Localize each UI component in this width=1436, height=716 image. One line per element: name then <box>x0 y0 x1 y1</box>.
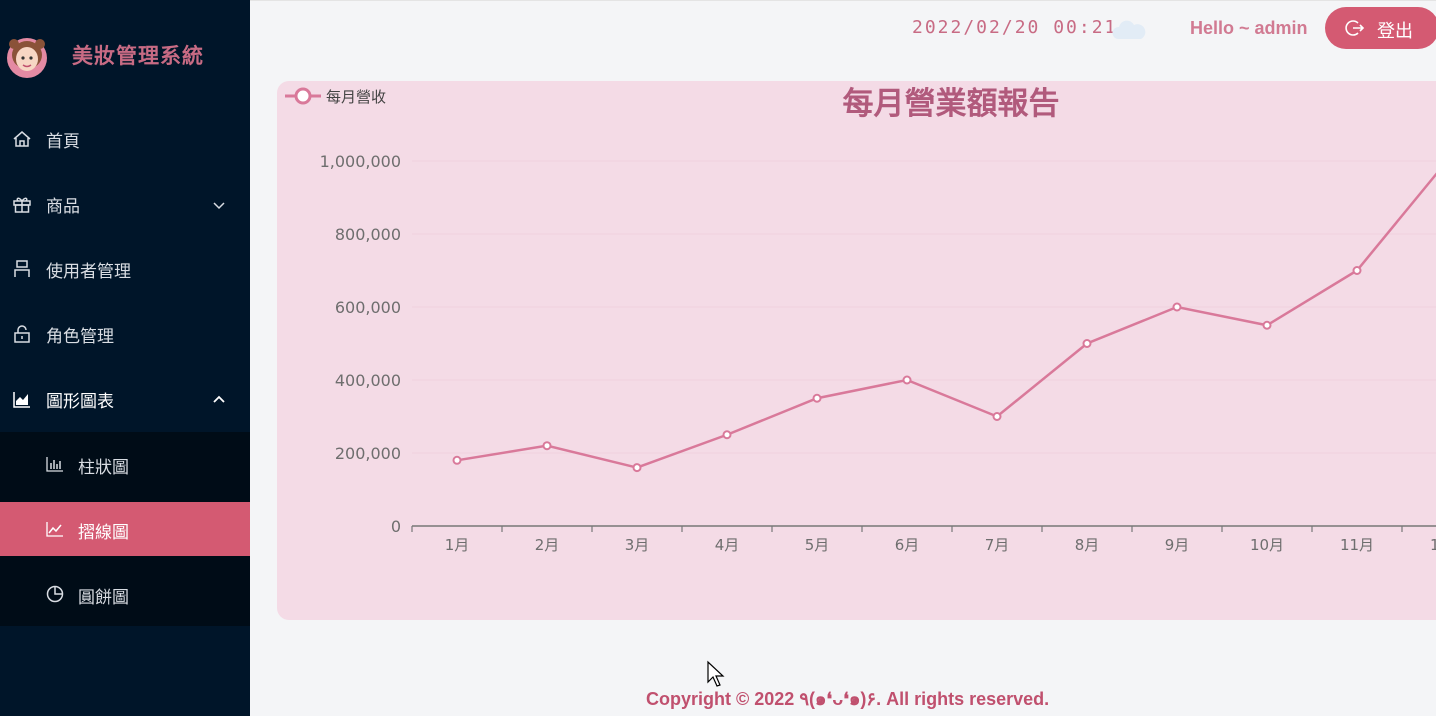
line-chart: 每月營業額報告 每月營收 0 200,000 400,000 600,000 800,000… <box>285 86 1436 554</box>
gift-icon <box>13 197 31 213</box>
x-tick-label: 7月 <box>985 536 1010 554</box>
data-point <box>1262 320 1272 330</box>
sidebar-item-label: 使用者管理 <box>46 262 131 282</box>
sidebar-item-label: 商品 <box>46 197 80 217</box>
logo-avatar-icon <box>7 38 47 78</box>
sidebar-item-label: 首頁 <box>46 132 80 152</box>
charts-submenu: 柱狀圖 摺線圖 圓餅圖 <box>0 432 250 626</box>
x-tick-label: 1月 <box>445 536 470 554</box>
data-point <box>452 455 462 465</box>
data-point <box>1172 302 1182 312</box>
sidebar-item-roles[interactable]: 角色管理 <box>0 302 250 366</box>
chart-card: 每月營業額報告 每月營收 0 200,000 400,000 600,000 800,000… <box>277 81 1436 620</box>
sidebar-item-products[interactable]: 商品 <box>0 172 250 236</box>
logo: 美妝管理系統 <box>0 0 250 110</box>
line-chart-icon <box>46 522 63 537</box>
chevron-down-icon <box>213 202 225 210</box>
series-line <box>456 172 1436 469</box>
sidebar-item-label: 角色管理 <box>46 327 114 347</box>
y-tick-label: 600,000 <box>335 298 401 317</box>
header: 2022/02/20 00:21 Hello ~ admin 登出 <box>250 0 1436 57</box>
user-icon <box>14 260 30 277</box>
y-tick-label: 200,000 <box>335 444 401 463</box>
logout-button[interactable]: 登出 <box>1325 7 1436 49</box>
lock-icon <box>14 325 30 343</box>
x-tick-label: 10月 <box>1250 536 1284 554</box>
data-point <box>1082 339 1092 348</box>
cloud-icon <box>1112 20 1146 39</box>
y-tick-label: 0 <box>391 517 401 536</box>
x-tick-label: 4月 <box>715 536 740 554</box>
submenu-item-pie-chart[interactable]: 圓餅圖 <box>0 567 250 621</box>
sidebar-item-charts[interactable]: 圖形圖表 <box>0 367 250 431</box>
datetime: 2022/02/20 00:21 <box>912 17 1118 38</box>
submenu-item-bar-chart[interactable]: 柱狀圖 <box>0 437 250 491</box>
x-tick-label: 9月 <box>1165 536 1190 554</box>
submenu-item-label: 圓餅圖 <box>78 588 129 608</box>
x-tick-label: 12月 <box>1430 536 1436 554</box>
sidebar-item-users[interactable]: 使用者管理 <box>0 237 250 301</box>
submenu-item-label: 摺線圖 <box>78 523 129 543</box>
app-title: 美妝管理系統 <box>72 44 204 68</box>
data-point <box>542 441 552 451</box>
pie-chart-icon <box>46 585 64 603</box>
sidebar: 美妝管理系統 首頁 商品 使用者管理 角色管理 圖形圖表 柱狀圖 摺線圖 圓餅 <box>0 0 250 716</box>
submenu-item-line-chart[interactable]: 摺線圖 <box>0 502 250 556</box>
y-tick-label: 800,000 <box>335 225 401 244</box>
x-tick-label: 6月 <box>895 536 920 554</box>
legend-marker <box>294 87 312 105</box>
x-tick-label: 8月 <box>1075 536 1100 554</box>
y-tick-label: 1,000,000 <box>320 152 401 171</box>
chart-title: 每月營業額報告 <box>843 86 1060 122</box>
x-tick-label: 2月 <box>535 536 560 554</box>
greeting: Hello ~ admin <box>1190 18 1308 38</box>
bar-chart-icon <box>46 457 63 472</box>
x-tick-label: 5月 <box>805 536 830 554</box>
data-point <box>1352 266 1362 275</box>
y-tick-label: 400,000 <box>335 371 401 390</box>
data-point <box>722 430 732 440</box>
data-point <box>992 412 1002 421</box>
logout-icon <box>1345 20 1365 36</box>
data-point <box>632 463 642 473</box>
legend-label: 每月營收 <box>326 88 386 106</box>
mouse-cursor-icon <box>707 660 725 687</box>
data-point <box>902 375 912 385</box>
area-chart-icon <box>13 392 30 408</box>
chevron-up-icon <box>213 395 225 403</box>
logout-label: 登出 <box>1377 21 1413 42</box>
submenu-item-label: 柱狀圖 <box>78 458 129 478</box>
home-icon <box>13 131 31 147</box>
data-point <box>812 393 822 403</box>
sidebar-item-label: 圖形圖表 <box>46 392 114 412</box>
footer-copyright: Copyright © 2022 ٩(๑❛ᴗ❛๑)۶. All rights r… <box>646 689 1050 709</box>
x-tick-label: 3月 <box>625 536 650 554</box>
sidebar-item-home[interactable]: 首頁 <box>0 107 250 171</box>
x-tick-label: 11月 <box>1340 536 1374 554</box>
